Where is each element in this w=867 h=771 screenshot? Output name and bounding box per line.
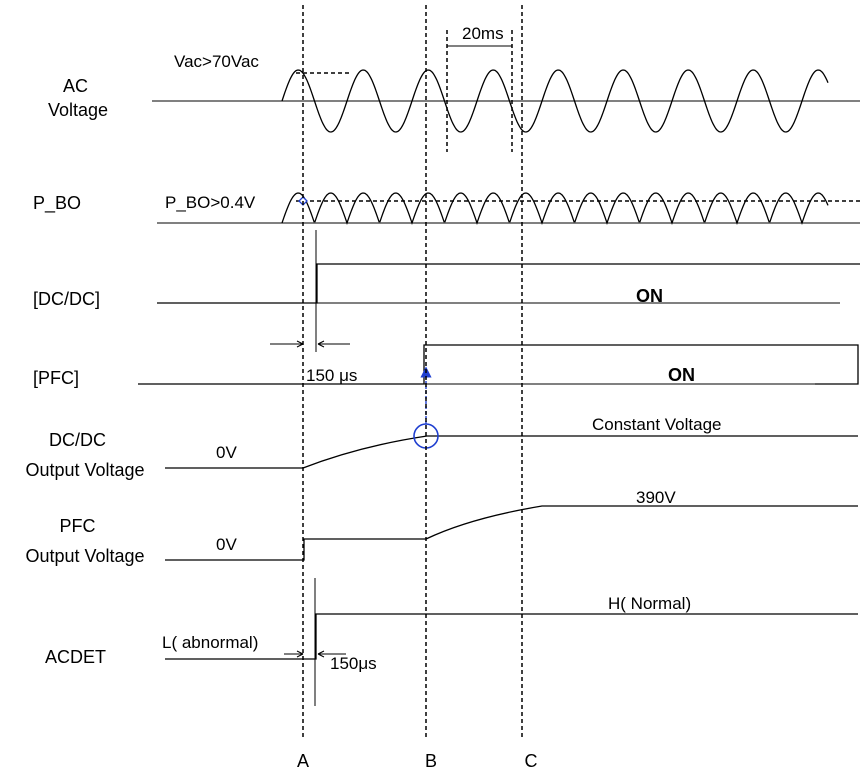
acdet-delay-arrowhead-right — [317, 650, 325, 658]
pfc-output-waveform — [165, 505, 858, 561]
dcdc-output-voltage-label: DC/DC Output Voltage — [25, 430, 144, 480]
dcdc-output-initial: 0V — [216, 443, 237, 462]
pfc-state-annotation: ON — [668, 365, 695, 385]
dcdc-output-waveform — [165, 435, 858, 469]
acdet-delay-arrowhead-left — [296, 650, 304, 658]
pfc-label: [PFC] — [33, 368, 79, 388]
marker-label-c: C — [525, 751, 538, 771]
ac-voltage-label: AC Voltage — [48, 76, 108, 120]
vac-threshold-annotation: Vac>70Vac — [174, 52, 259, 71]
dcdc-state-annotation: ON — [636, 286, 663, 306]
acdet-delay-annotation: 150μs — [330, 654, 377, 673]
dcdc-label: [DC/DC] — [33, 289, 100, 309]
period-annotation: 20ms — [462, 24, 504, 43]
pfc-state-line — [138, 344, 859, 385]
pfc-output-final: 390V — [636, 488, 676, 507]
p-bo-waveform — [281, 192, 829, 225]
ac-voltage-waveform — [281, 69, 829, 133]
acdet-initial: L( abnormal) — [162, 633, 258, 652]
pfc-output-voltage-label: PFC Output Voltage — [25, 516, 144, 566]
p-bo-label: P_BO — [33, 193, 81, 214]
dcdc-delay-arrowhead-right — [317, 340, 325, 348]
marker-label-b: B — [425, 751, 437, 771]
acdet-waveform — [165, 613, 858, 660]
p-bo-threshold-annotation: P_BO>0.4V — [165, 193, 256, 212]
pfc-output-initial: 0V — [216, 535, 237, 554]
dcdc-delay-arrowhead-left — [296, 340, 304, 348]
marker-label-a: A — [297, 751, 309, 771]
acdet-label: ACDET — [45, 647, 106, 667]
dcdc-state-line — [157, 263, 860, 304]
dcdc-output-final: Constant Voltage — [592, 415, 721, 434]
pfc-delay-annotation: 150 μs — [306, 366, 357, 385]
acdet-final: H( Normal) — [608, 594, 691, 613]
